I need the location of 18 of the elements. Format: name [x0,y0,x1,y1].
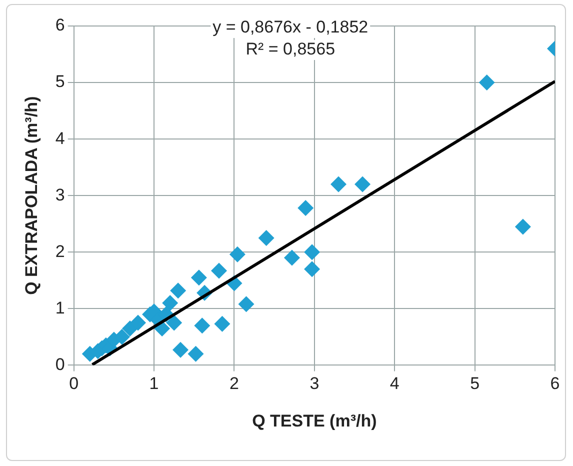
x-tick-label: 5 [470,374,480,394]
x-tick-label: 3 [310,374,320,394]
x-tick-label: 0 [69,374,79,394]
y-tick-label: 0 [55,354,65,374]
x-axis-title: Q TESTE (m³/h) [252,411,377,430]
x-tick-label: 1 [149,374,159,394]
x-tick-label: 6 [550,374,560,394]
x-tick-label: 4 [390,374,400,394]
y-tick-label: 5 [55,72,65,92]
y-tick-label: 2 [55,242,65,261]
y-axis-title: Q EXTRAPOLADA (m³/h) [22,96,41,295]
annotation: R² = 0,8565 [246,40,336,59]
y-tick-label: 3 [55,185,65,204]
y-tick-label: 6 [55,16,65,35]
annotation: y = 0,8676x - 0,1852 [212,18,368,37]
x-tick-label: 2 [230,374,239,394]
y-tick-label: 1 [55,298,65,318]
y-tick-label: 4 [55,128,65,148]
